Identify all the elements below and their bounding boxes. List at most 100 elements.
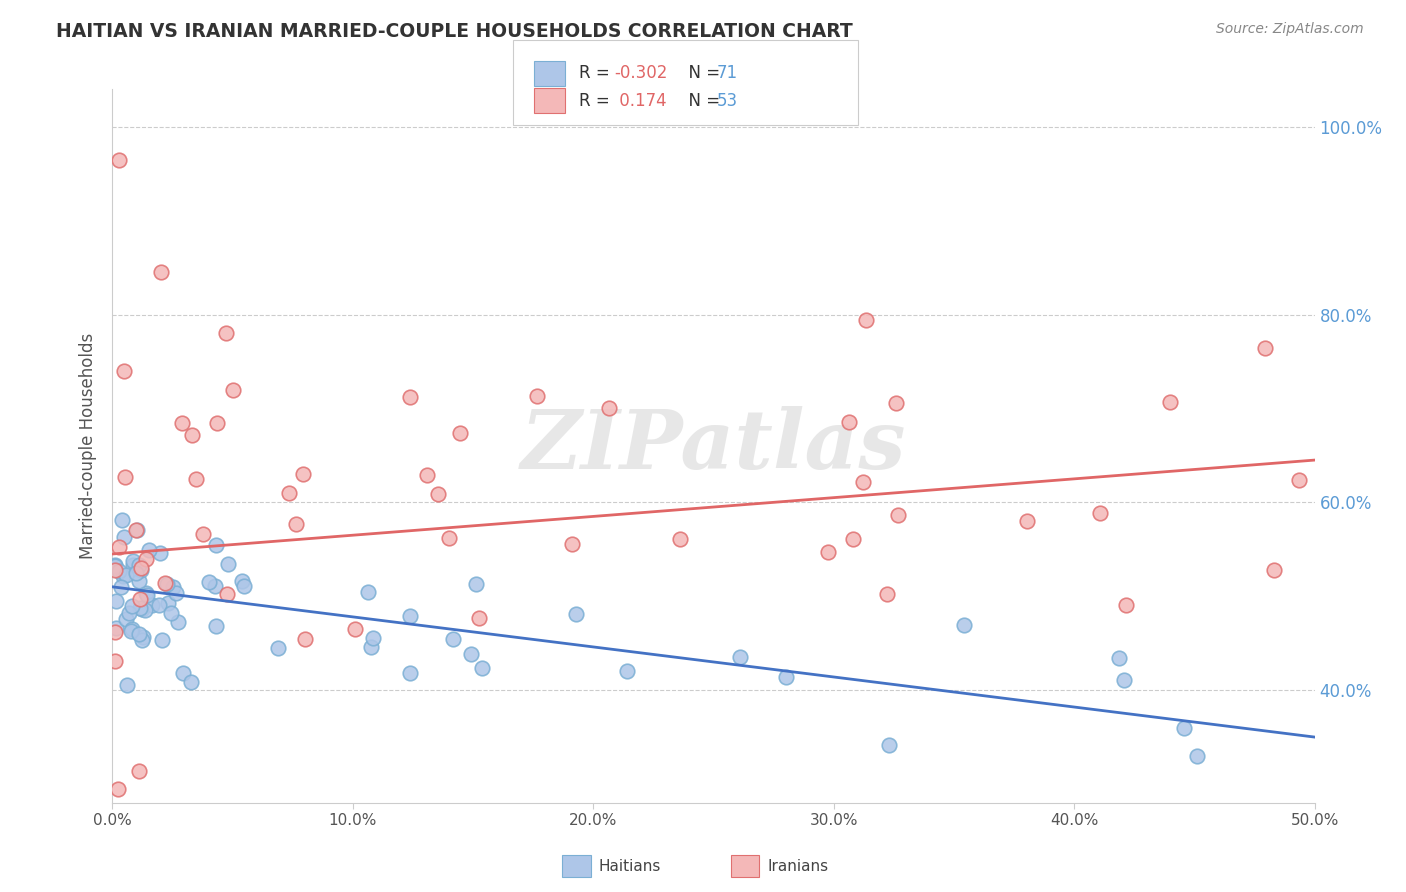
Point: [361, 632, 384, 646]
Point: [217, 557, 239, 571]
Point: [184, 472, 207, 486]
Text: 0.174: 0.174: [614, 92, 666, 110]
Point: [104, 558, 127, 573]
Point: [115, 612, 138, 626]
Point: [118, 606, 141, 620]
Point: [775, 670, 797, 684]
Point: [1159, 395, 1181, 409]
Point: [131, 633, 153, 648]
Text: Iranians: Iranians: [768, 859, 828, 873]
Point: [165, 585, 187, 599]
Point: [416, 467, 439, 482]
Text: Source: ZipAtlas.com: Source: ZipAtlas.com: [1216, 22, 1364, 37]
Text: -0.302: -0.302: [614, 64, 668, 82]
Y-axis label: Married-couple Households: Married-couple Households: [79, 333, 97, 559]
Point: [114, 469, 136, 483]
Point: [121, 599, 143, 613]
Point: [167, 615, 190, 630]
Point: [294, 632, 316, 646]
Point: [131, 602, 153, 616]
Point: [468, 610, 491, 624]
Point: [104, 594, 127, 608]
Point: [278, 486, 301, 500]
Point: [285, 517, 308, 532]
Point: [198, 574, 221, 589]
Point: [205, 538, 228, 552]
Point: [427, 487, 450, 501]
Point: [852, 475, 875, 489]
Point: [135, 551, 157, 566]
Point: [441, 632, 464, 646]
Point: [148, 598, 170, 612]
Point: [1173, 722, 1195, 736]
Point: [107, 565, 129, 579]
Point: [153, 575, 176, 590]
Point: [616, 665, 638, 679]
Text: R =: R =: [579, 92, 616, 110]
Text: 53: 53: [717, 92, 738, 110]
Point: [172, 666, 194, 681]
Point: [1254, 341, 1277, 355]
Point: [399, 390, 422, 404]
Point: [112, 364, 135, 378]
Point: [150, 633, 173, 648]
Point: [128, 626, 150, 640]
Point: [561, 537, 583, 551]
Point: [181, 428, 204, 442]
Point: [112, 530, 135, 544]
Point: [115, 568, 138, 582]
Point: [121, 622, 143, 636]
Point: [120, 624, 142, 639]
Point: [470, 661, 492, 675]
Point: [565, 607, 588, 621]
Point: [398, 665, 420, 680]
Text: R =: R =: [579, 64, 616, 82]
Point: [222, 383, 245, 397]
Point: [887, 508, 910, 522]
Point: [156, 577, 179, 591]
Point: [1015, 514, 1038, 528]
Point: [1185, 748, 1208, 763]
Point: [149, 546, 172, 560]
Point: [170, 416, 193, 430]
Point: [104, 654, 127, 668]
Point: [817, 545, 839, 559]
Point: [191, 527, 214, 541]
Point: [598, 401, 620, 416]
Text: HAITIAN VS IRANIAN MARRIED-COUPLE HOUSEHOLDS CORRELATION CHART: HAITIAN VS IRANIAN MARRIED-COUPLE HOUSEH…: [56, 22, 853, 41]
Point: [180, 675, 202, 690]
Point: [1108, 651, 1130, 665]
Point: [131, 561, 153, 575]
Point: [1288, 473, 1310, 487]
Point: [215, 587, 238, 601]
Point: [107, 781, 129, 796]
Point: [842, 532, 865, 546]
Point: [204, 579, 226, 593]
Point: [128, 558, 150, 573]
Point: [1115, 598, 1137, 612]
Text: 71: 71: [717, 64, 738, 82]
Point: [266, 640, 288, 655]
Point: [215, 326, 238, 340]
Point: [104, 563, 127, 577]
Point: [291, 467, 314, 481]
Text: N =: N =: [678, 64, 725, 82]
Point: [1263, 563, 1285, 577]
Point: [668, 532, 690, 546]
Point: [877, 739, 900, 753]
Point: [730, 649, 752, 664]
Point: [1112, 673, 1135, 688]
Point: [160, 606, 183, 620]
Point: [162, 580, 184, 594]
Point: [121, 554, 143, 568]
Point: [465, 577, 488, 591]
Point: [884, 395, 907, 409]
Point: [131, 630, 153, 644]
Point: [128, 574, 150, 588]
Point: [104, 622, 127, 636]
Point: [122, 558, 145, 573]
Point: [449, 425, 471, 440]
Point: [128, 601, 150, 615]
Point: [124, 566, 146, 580]
Text: Haitians: Haitians: [599, 859, 661, 873]
